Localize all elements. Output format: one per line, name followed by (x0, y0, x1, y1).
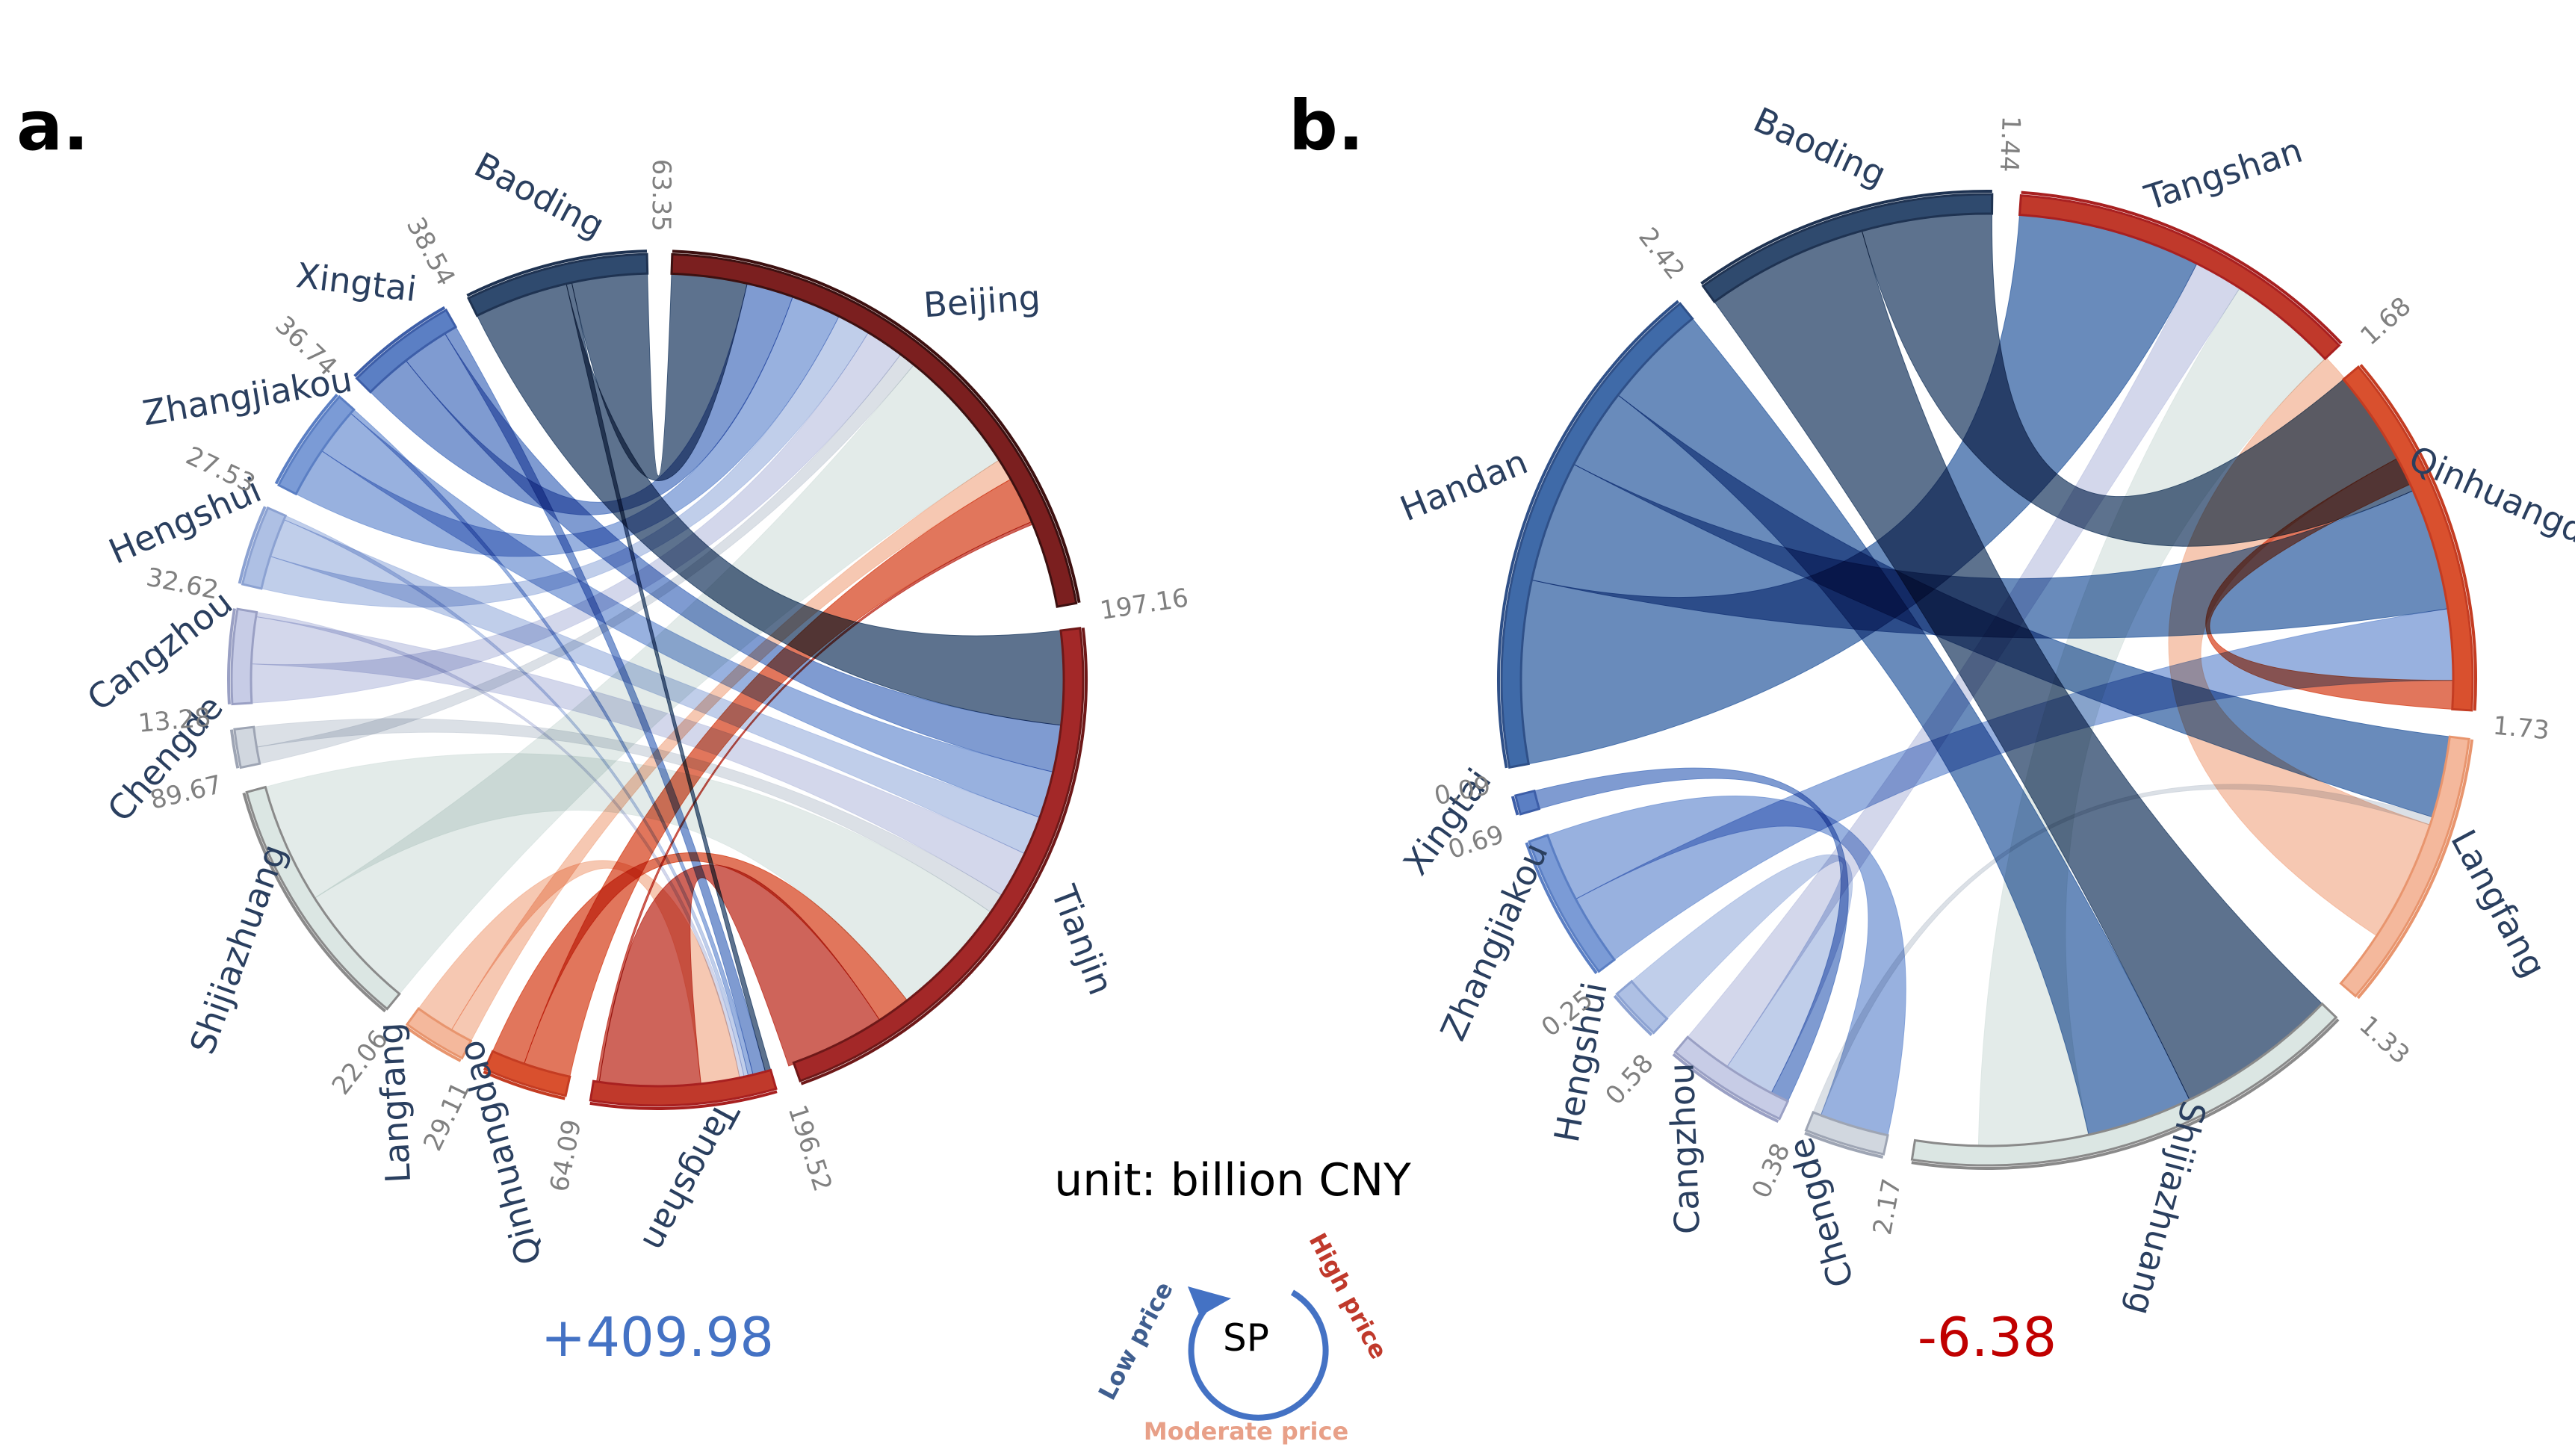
value-label-shijiazhuang: 2.17 (1868, 1176, 1907, 1237)
value-label-tianjin: 196.52 (782, 1101, 838, 1195)
segment-arc-xingtai (1513, 789, 1541, 816)
city-label-beijing: Beijing (923, 277, 1042, 325)
segment-arc-zhangjiakou (277, 394, 356, 496)
segment-arc-cangzhou (1673, 1035, 1790, 1121)
segments-a (227, 250, 1088, 1110)
segment-arc-chengde (233, 725, 261, 769)
value-label-beijing: 197.16 (1098, 583, 1191, 625)
segment-rim-zhangjiakou (274, 393, 338, 485)
segment-rim-chengde (229, 729, 240, 769)
segment-arc-shijiazhuang (245, 785, 401, 1011)
panel-a-letter: a. (16, 86, 89, 166)
ribbons-b (1519, 211, 2455, 1148)
segment-rim-cangzhou (227, 608, 236, 704)
segment-rim-shijiazhuang (1911, 1018, 2340, 1170)
segment-arc-qinhuangdao (483, 1050, 571, 1097)
segment-rim-langfang (2356, 739, 2474, 1000)
city-label-baoding: Baoding (1747, 99, 1892, 195)
segment-rim-tangshan (2021, 190, 2343, 344)
legend-low-price: Low price (1093, 1277, 1179, 1404)
segment-rim-handan (1497, 300, 1679, 769)
arrowhead-icon (1188, 1286, 1231, 1316)
segment-rim-baoding (1700, 190, 1992, 285)
city-label-tangshan: Tangshan (2139, 130, 2308, 218)
segment-rim-zhangjiakou (1525, 842, 1598, 974)
segment-rim-baoding (466, 250, 648, 297)
legend-moderate-price: Moderate price (1144, 1417, 1348, 1446)
price-legend: SP Low price High price Moderate price (1093, 1228, 1393, 1446)
city-label-cangzhou: Cangzhou (80, 582, 240, 719)
segment-rim-chengde (1804, 1131, 1884, 1159)
city-label-tangshan: Tangshan (634, 1095, 747, 1258)
city-label-langfang: Langfang (370, 1022, 418, 1184)
segment-rim-xingtai (353, 306, 446, 377)
city-label-shijiazhuang: Shijiazhuang (182, 839, 294, 1059)
ribbons-a (249, 271, 1066, 1088)
value-label-handan: 2.42 (1632, 222, 1691, 285)
segment-arc-tianjin (792, 627, 1085, 1082)
segment-arc-baoding (467, 253, 649, 317)
segments-b (1497, 190, 2477, 1170)
value-label-cangzhou: 0.58 (1600, 1049, 1660, 1111)
segment-rim-tianjin (800, 628, 1088, 1085)
segment-rim-qinhuangdao (2359, 364, 2477, 711)
value-label-baoding: 63.35 (646, 159, 677, 232)
chord-diagram-a: Beijing197.16Tianjin196.52Tangshan64.09Q… (80, 144, 1191, 1268)
city-label-baoding: Baoding (468, 144, 611, 246)
segment-arc-zhangjiakou (1528, 834, 1617, 973)
segment-arc-langfang (405, 1007, 473, 1060)
city-label-langfang: Langfang (2443, 823, 2554, 984)
city-label-cangzhou: Cangzhou (1661, 1062, 1707, 1235)
segment-rim-tangshan (589, 1090, 778, 1110)
segment-arc-qinhuangdao (2342, 365, 2474, 712)
segment-rim-hengshui (1613, 994, 1653, 1036)
panel-b-letter: b. (1289, 86, 1364, 166)
segment-arc-baoding (1701, 193, 1994, 304)
segment-arc-xingtai (355, 309, 458, 394)
segment-arc-cangzhou (230, 607, 258, 706)
value-label-cangzhou: 32.62 (143, 563, 220, 606)
city-label-tianjin: Tianjin (1043, 879, 1121, 1000)
value-label-qinhuangdao: 29.11 (418, 1077, 476, 1156)
segment-arc-chengde (1804, 1110, 1889, 1156)
segment-arc-langfang (2339, 735, 2470, 998)
city-label-zhangjiakou: Zhangjiakou (1433, 837, 1556, 1047)
segment-rim-langfang (404, 1025, 462, 1062)
city-label-handan: Handan (1395, 442, 1534, 530)
chord-diagram-b: Tangshan1.68Qinhuangdao1.73Langfang1.33S… (1395, 99, 2575, 1319)
segment-rim-xingtai (1510, 796, 1519, 816)
value-label-baoding: 1.44 (1994, 115, 2026, 173)
segment-arc-handan (1500, 302, 1694, 769)
value-label-qinhuangdao: 1.73 (2491, 711, 2550, 746)
panel-b-total: -6.38 (1918, 1306, 2057, 1369)
value-label-xingtai: 0.09 (1432, 770, 1493, 811)
segment-arc-hengshui (1615, 979, 1669, 1035)
segment-arc-tangshan (2018, 193, 2341, 361)
segment-arc-shijiazhuang (1910, 1002, 2338, 1167)
value-label-langfang: 1.33 (2353, 1010, 2415, 1071)
legend-high-price: High price (1304, 1228, 1393, 1363)
segment-rim-qinhuangdao (483, 1070, 565, 1100)
city-label-xingtai: Xingtai (294, 255, 419, 309)
panel-a-total: +409.98 (541, 1306, 774, 1369)
segment-rim-cangzhou (1672, 1053, 1779, 1124)
value-label-tangshan: 1.68 (2355, 291, 2417, 351)
legend-center-sp: SP (1223, 1316, 1269, 1360)
segment-arc-tangshan (589, 1068, 778, 1107)
unit-label: unit: billion CNY (1054, 1154, 1411, 1206)
segment-rim-hengshui (238, 506, 267, 584)
segment-rim-beijing (672, 250, 1081, 604)
segment-rim-shijiazhuang (242, 792, 386, 1013)
segment-arc-hengshui (241, 506, 288, 590)
chord-panel-b: b. Tangshan1.68Qinhuangdao1.73Langfang1.… (1289, 86, 2575, 1369)
value-label-chengde: 13.28 (137, 703, 211, 739)
value-label-tangshan: 64.09 (545, 1117, 587, 1194)
cycle-arrow-icon (1188, 1289, 1329, 1421)
segment-arc-beijing (670, 253, 1078, 608)
chord-panel-a: a. Beijing 197.16 Tianjin 196.52 Tangshan 64.… (16, 86, 1191, 1369)
